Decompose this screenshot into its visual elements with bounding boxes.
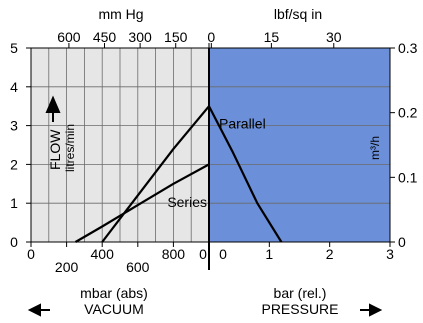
y-right-tick-label: 0.3 [398,40,418,56]
top-left-tick-label: 0 [207,29,215,45]
top-right-tick-label: 15 [264,29,280,45]
top-left-tick-label: 300 [128,29,152,45]
series-label-series: Series [167,194,207,210]
y-left-tick-label: 3 [10,118,18,134]
bottom-left-tick-label: 800 [162,246,186,262]
pressure-arrow-icon [360,303,383,317]
y-left-tick-label: 4 [10,79,18,95]
bottom-right-tick-label: 0 [199,246,207,262]
series-line-series [74,163,210,243]
y-left-tick-label: 0 [10,234,18,250]
flow-arrow-icon [45,95,61,122]
y-right-tick-label: 0.2 [398,105,418,121]
series-label-parallel: Parallel [219,116,266,132]
y-left-axis-unit: litres/min [63,124,77,172]
series-line-parallel [101,105,283,243]
bottom-right-tick-label: 2 [326,246,334,262]
horizontal-grid [31,86,390,204]
bottom-right-tick-label: 3 [386,246,394,262]
bottom-right-tick-label: 1 [265,246,273,262]
top-left-tick-label: 450 [93,29,117,45]
y-left-axis-label: FLOW [47,129,63,170]
bottom-right-tick-label: 0 [219,246,227,262]
y-left-tick-label: 5 [10,40,18,56]
y-left-tick-label: 2 [10,156,18,172]
top-left-tick-label: 600 [57,29,81,45]
bottom-left-tick-label: 600 [126,259,150,275]
top-right-axis-label: lbf/sq in [274,6,322,22]
y-right-tick-label: 0.1 [398,169,418,185]
plot-frame [30,47,391,243]
curves: Parallel Series [74,105,283,243]
bottom-left-tick-label: 400 [91,246,115,262]
y-left-tick-label: 1 [10,195,18,211]
y-right-axis-unit: m³/h [368,136,382,160]
vacuum-arrow-icon [27,303,50,317]
pressure-region [209,48,390,242]
vacuum-caption: VACUUM [84,301,144,317]
pressure-caption: PRESSURE [261,301,338,317]
bottom-left-tick-label: 200 [55,259,79,275]
top-left-tick-label: 150 [164,29,188,45]
tick-marks [26,43,395,247]
bottom-left-axis-label: mbar (abs) [80,285,148,301]
y-right-tick-label: 0 [398,234,406,250]
top-right-tick-label: 30 [326,29,342,45]
top-left-axis-label: mm Hg [98,6,143,22]
bottom-right-axis-label: bar (rel.) [274,285,327,301]
vacuum-grid [48,48,192,242]
bottom-left-tick-label: 0 [27,246,35,262]
